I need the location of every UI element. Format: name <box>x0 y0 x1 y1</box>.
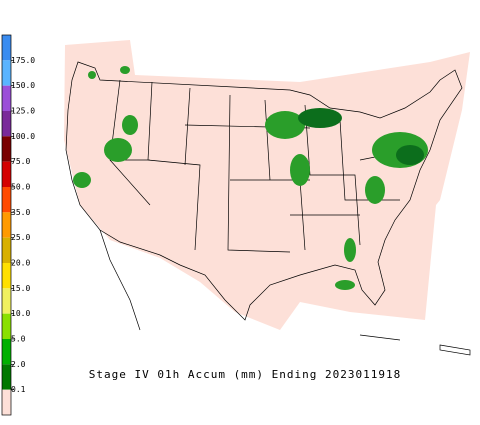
colorbar-segment <box>2 187 11 213</box>
map <box>64 40 471 356</box>
colorbar-label: 10.0 <box>11 309 30 318</box>
colorbar-label: 5.0 <box>11 335 26 344</box>
colorbar-segment <box>2 60 11 86</box>
colorbar-label: 0.1 <box>11 385 26 394</box>
colorbar-segment <box>2 212 11 238</box>
colorbar-label: 15.0 <box>11 284 30 293</box>
colorbar-segment <box>2 237 11 263</box>
colorbar-border <box>1 34 12 416</box>
colorbar-label: 100.0 <box>11 132 35 141</box>
colorbar-segment <box>2 313 11 339</box>
colorbar-label: 25.0 <box>11 233 30 242</box>
colorbar-segment <box>2 364 11 390</box>
colorbar-segment <box>2 85 11 111</box>
colorbar-label: 175.0 <box>11 56 35 65</box>
colorbar-segment <box>2 339 11 365</box>
colorbar-segment <box>2 111 11 137</box>
colorbar-label: 50.0 <box>11 183 30 192</box>
colorbar-label: 150.0 <box>11 81 35 90</box>
colorbar-segment <box>2 263 11 289</box>
colorbar-segment <box>2 161 11 187</box>
colorbar-label: 35.0 <box>11 208 30 217</box>
colorbar-label: 75.0 <box>11 157 30 166</box>
colorbar-label: 2.0 <box>11 360 26 369</box>
caption: Stage IV 01h Accum (mm) Ending 202301191… <box>89 368 402 381</box>
colorbar-segment <box>2 288 11 314</box>
colorbar-segment <box>2 389 11 415</box>
colorbar-segment <box>2 35 11 61</box>
colorbar-label: 20.0 <box>11 259 30 268</box>
colorbar-segment <box>2 136 11 162</box>
colorbar: 175.0 150.0 125.0 100.0 75.0 50.0 35.0 25.0 20.0… <box>1 34 35 416</box>
colorbar-label: 125.0 <box>11 107 35 116</box>
